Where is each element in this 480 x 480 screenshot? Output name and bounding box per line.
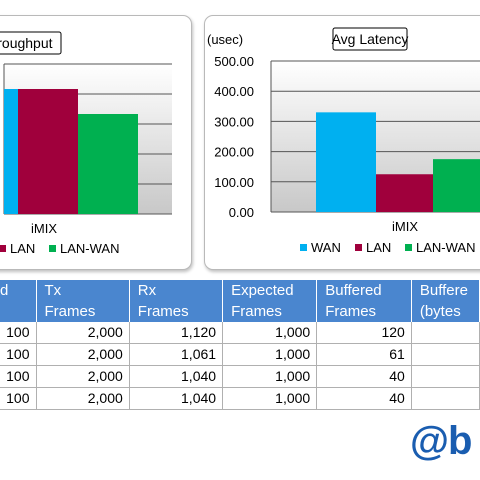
brand-logo: @b <box>410 419 472 463</box>
table-cell <box>411 322 480 344</box>
table-cell: 1,000 <box>223 344 318 366</box>
y-tick-label: 100.00 <box>214 175 254 190</box>
y-tick-label: 400.00 <box>214 84 254 99</box>
chart-title: hroughput <box>0 35 53 51</box>
table-cell: 2,000 <box>36 322 130 344</box>
legend-swatch-lan <box>0 245 6 252</box>
y-axis-label: (usec) <box>207 32 243 47</box>
latency-chart-panel: 500.00 400.00 300.00 200.00 100.00 0.00 (usec)… <box>204 15 480 270</box>
table-cell: 1,000 <box>223 388 318 410</box>
chart-title-box <box>332 27 408 51</box>
legend-label-lan-wan: LAN-WAN <box>416 240 475 255</box>
bar-lan-wan <box>433 159 480 212</box>
table-cell: 100 <box>0 388 37 410</box>
header-col-0: d <box>0 280 37 322</box>
table-cell: 2,000 <box>36 366 130 388</box>
legend-label-lan: LAN <box>10 241 35 256</box>
header-expected-frames: Expected Frames <box>223 280 318 322</box>
table-cell: 120 <box>317 322 412 344</box>
table-cell: 40 <box>317 388 412 410</box>
table-cell: 100 <box>0 366 37 388</box>
legend-swatch-lan <box>355 244 362 251</box>
bar-wan-cropped <box>4 89 18 214</box>
table-cell: 2,000 <box>36 388 130 410</box>
throughput-chart: hroughput iMIX LAN LAN-WAN <box>0 31 172 256</box>
table-cell: 2,000 <box>36 344 130 366</box>
legend-swatch-wan <box>300 244 307 251</box>
y-tick-label: 200.00 <box>214 145 254 160</box>
y-tick-label: 0.00 <box>229 205 254 220</box>
table-cell: 40 <box>317 366 412 388</box>
table-header-row: d Tx Frames Rx Frames Expected Frames Buffe… <box>0 280 480 322</box>
x-axis-label: iMIX <box>392 219 418 234</box>
header-buffered-frames: Buffered Frames <box>317 280 412 322</box>
legend-swatch-lan-wan <box>405 244 412 251</box>
table-cell: 1,061 <box>129 344 224 366</box>
table-cell <box>411 344 480 366</box>
chart-title: Avg Latency <box>332 31 409 47</box>
header-buffered-bytes: Buffere (bytes <box>411 280 480 322</box>
y-tick-label: 300.00 <box>214 114 254 129</box>
chart-title-box <box>0 31 62 55</box>
table-cell <box>411 388 480 410</box>
table-cell: 100 <box>0 322 37 344</box>
legend-label-wan: WAN <box>311 240 341 255</box>
table-cell: 1,000 <box>223 322 318 344</box>
table-cell: 1,120 <box>129 322 224 344</box>
x-axis-label: iMIX <box>31 221 57 236</box>
header-rx-frames: Rx Frames <box>129 280 224 322</box>
legend-label-lan: LAN <box>366 240 391 255</box>
table-cell: 61 <box>317 344 412 366</box>
table-cell <box>411 366 480 388</box>
bar-wan <box>316 112 376 212</box>
throughput-chart-panel: hroughput iMIX LAN LAN-WAN <box>0 15 192 270</box>
table-cell: 100 <box>0 344 37 366</box>
table-cell: 1,040 <box>129 388 224 410</box>
table-row: 100 2,000 1,040 1,000 40 <box>0 388 480 410</box>
latency-chart: 500.00 400.00 300.00 200.00 100.00 0.00 (usec)… <box>207 27 480 255</box>
table-cell: 1,040 <box>129 366 224 388</box>
bar-lan <box>376 174 436 212</box>
legend-swatch-lan-wan <box>49 245 56 252</box>
table-cell: 1,000 <box>223 366 318 388</box>
table-row: 100 2,000 1,040 1,000 40 <box>0 366 480 388</box>
frames-table: d Tx Frames Rx Frames Expected Frames Buffe… <box>0 280 480 410</box>
y-tick-label: 500.00 <box>214 54 254 69</box>
header-tx-frames: Tx Frames <box>36 280 130 322</box>
bar-lan-wan <box>78 114 138 214</box>
table-row: 100 2,000 1,061 1,000 61 <box>0 344 480 366</box>
table-row: 100 2,000 1,120 1,000 120 <box>0 322 480 344</box>
bar-lan <box>18 89 78 214</box>
legend-label-lan-wan: LAN-WAN <box>60 241 119 256</box>
